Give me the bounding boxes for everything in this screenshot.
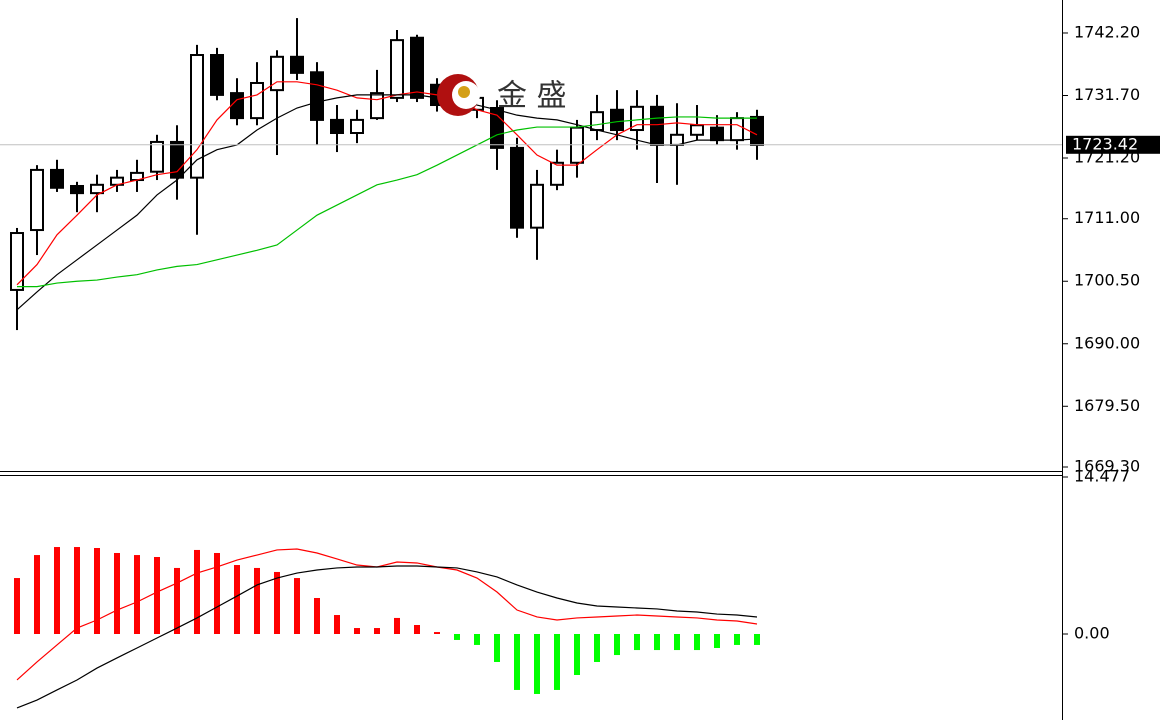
- candle-body: [390, 39, 404, 99]
- histogram-bar: [734, 634, 740, 645]
- histogram-bar: [454, 634, 460, 640]
- candle-body: [150, 140, 164, 173]
- candle-body: [330, 118, 344, 135]
- candle-body: [590, 111, 604, 132]
- candle-body: [350, 118, 364, 135]
- y-tick-label: 1690.00: [1074, 333, 1140, 352]
- histogram-bar: [194, 549, 200, 635]
- y-tick-label: 1731.70: [1074, 85, 1140, 104]
- indicator-line: [17, 116, 757, 288]
- candle-body: [250, 81, 264, 120]
- histogram-bar: [354, 628, 360, 635]
- histogram-bar: [334, 615, 340, 635]
- y-tick-label: 1679.50: [1074, 396, 1140, 415]
- y-tick-label: 0.00: [1074, 624, 1110, 643]
- last-price-box: [1066, 135, 1160, 154]
- histogram-bar: [434, 632, 440, 635]
- histogram-bar: [294, 578, 300, 635]
- histogram-bar: [234, 565, 240, 635]
- candle-body: [190, 54, 204, 179]
- histogram-bar: [54, 547, 60, 635]
- histogram-bar: [594, 634, 600, 662]
- candle-body: [710, 126, 724, 142]
- candle-body: [90, 183, 104, 195]
- histogram-bar: [374, 628, 380, 635]
- watermark: 金 盛: [497, 79, 567, 114]
- histogram-bar: [114, 552, 120, 635]
- candle-body: [410, 36, 424, 99]
- histogram-bar: [574, 634, 580, 675]
- histogram-bar: [694, 634, 700, 651]
- candle-body: [370, 92, 384, 120]
- y-tick-label: 1700.50: [1074, 271, 1140, 290]
- y-tick-label: 1669.30: [1074, 456, 1140, 475]
- candle-body: [10, 232, 24, 291]
- histogram-bar: [534, 634, 540, 694]
- histogram-bar: [154, 557, 160, 635]
- candle-body: [610, 108, 624, 132]
- histogram-bar: [714, 634, 720, 648]
- histogram-bar: [254, 567, 260, 635]
- histogram-bar: [34, 555, 40, 635]
- candle-body: [30, 168, 44, 232]
- y-tick-label: 1742.20: [1074, 22, 1140, 41]
- candle-body: [730, 117, 744, 142]
- candle-body: [230, 92, 244, 120]
- candle-body: [50, 168, 64, 189]
- histogram-bar: [514, 634, 520, 690]
- candle-body: [70, 184, 84, 195]
- histogram-bar: [634, 634, 640, 651]
- histogram-bar: [754, 634, 760, 645]
- indicator-line: [16, 565, 758, 709]
- histogram-bar: [134, 555, 140, 635]
- candle-body: [530, 183, 544, 229]
- candle-body: [290, 55, 304, 74]
- histogram-bar: [174, 567, 180, 635]
- histogram-bar: [314, 597, 320, 635]
- histogram-bar: [274, 571, 280, 635]
- candle-body: [750, 115, 764, 146]
- histogram-bar: [14, 578, 20, 635]
- histogram-bar: [674, 634, 680, 651]
- indicator-line: [16, 94, 758, 311]
- candle-body: [310, 71, 324, 121]
- indicator-line: [16, 81, 758, 286]
- histogram-bar: [614, 634, 620, 656]
- histogram-bar: [414, 624, 420, 635]
- histogram-bar: [94, 548, 100, 635]
- candle-body: [650, 105, 664, 146]
- histogram-bar: [394, 617, 400, 635]
- histogram-bar: [654, 634, 660, 651]
- last-price-label: 1723.42: [1072, 134, 1138, 153]
- histogram-bar: [474, 634, 480, 645]
- histogram-bar: [554, 634, 560, 690]
- logo: 金 盛: [437, 74, 567, 116]
- logo-dot: [458, 86, 470, 98]
- histogram-bar: [214, 552, 220, 635]
- candle-body: [550, 161, 564, 186]
- indicator-line: [16, 548, 758, 681]
- candle-body: [510, 146, 524, 229]
- histogram-bar: [74, 547, 80, 635]
- histogram-bar: [494, 634, 500, 662]
- candle-body: [210, 54, 224, 96]
- y-tick-label: 14.477: [1074, 467, 1130, 486]
- candle-body: [690, 124, 704, 136]
- y-tick-label: 1711.00: [1074, 208, 1140, 227]
